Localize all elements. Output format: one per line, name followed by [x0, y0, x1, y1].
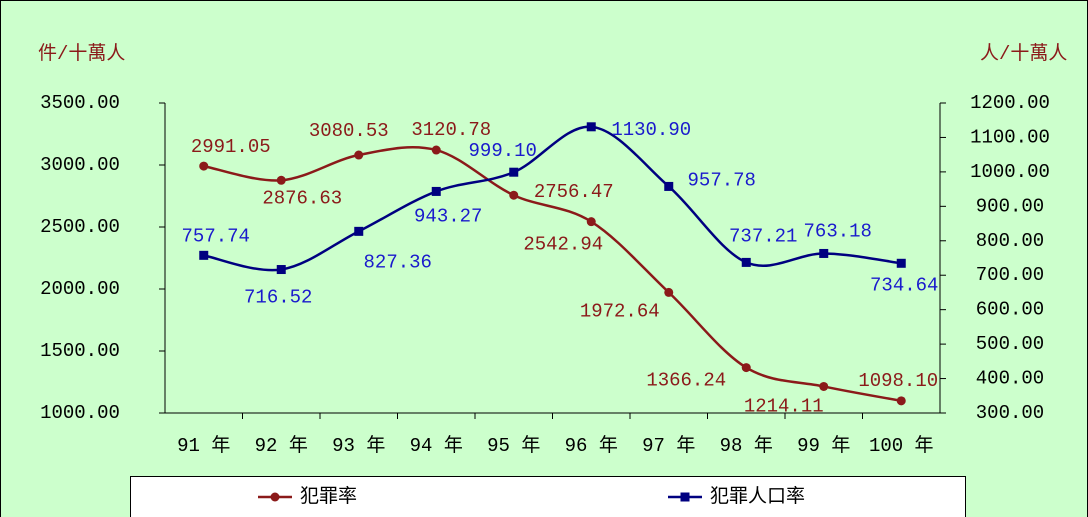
y-tick-label: 1000.00	[40, 402, 120, 424]
marker	[509, 190, 519, 200]
data-label: 734.64	[870, 274, 938, 296]
legend-box	[130, 476, 966, 517]
data-label: 3120.78	[411, 119, 491, 141]
data-label: 763.18	[804, 220, 872, 242]
series-line	[203, 125, 902, 272]
y2-tick-label: 900.00	[976, 195, 1044, 217]
data-label: 1098.10	[858, 370, 938, 392]
data-label: 2756.47	[534, 181, 614, 203]
x-tick-label: 97 年	[642, 434, 695, 457]
x-tick-label: 94 年	[410, 434, 463, 457]
data-label: 2542.94	[523, 234, 603, 256]
marker	[741, 257, 751, 267]
x-tick-label: 99 年	[797, 434, 850, 457]
y-tick-label: 3000.00	[40, 154, 120, 176]
y-tick-label: 3500.00	[40, 92, 120, 114]
data-label: 943.27	[414, 205, 482, 227]
data-label: 1130.90	[611, 119, 691, 141]
legend-marker	[680, 492, 690, 502]
data-label: 2876.63	[262, 187, 342, 209]
y2-tick-label: 500.00	[976, 333, 1044, 355]
marker	[276, 175, 286, 185]
data-label: 3080.53	[309, 120, 389, 142]
marker	[586, 122, 596, 132]
data-label: 1366.24	[646, 370, 726, 392]
y2-tick-label: 1100.00	[970, 126, 1050, 148]
data-label: 757.74	[182, 225, 250, 247]
y2-tick-label: 1200.00	[970, 92, 1050, 114]
data-label: 999.10	[469, 140, 537, 162]
x-tick-label: 95 年	[487, 434, 540, 457]
y2-tick-label: 800.00	[976, 230, 1044, 252]
y-tick-label: 1500.00	[40, 340, 120, 362]
y-tick-label: 2000.00	[40, 278, 120, 300]
marker	[199, 161, 209, 171]
data-label: 716.52	[244, 287, 312, 309]
data-label: 827.36	[364, 251, 432, 273]
y2-tick-label: 400.00	[976, 368, 1044, 390]
marker	[664, 287, 674, 297]
y2-tick-label: 1000.00	[970, 161, 1050, 183]
data-label: 1214.11	[744, 395, 824, 417]
x-tick-label: 100 年	[869, 434, 934, 457]
marker	[199, 250, 209, 260]
x-tick-label: 91 年	[177, 434, 230, 457]
x-tick-label: 93 年	[332, 434, 385, 457]
y2-axis-label: 人/十萬人	[980, 42, 1067, 65]
data-label: 737.21	[729, 225, 797, 247]
data-label: 1972.64	[580, 300, 660, 322]
y2-tick-label: 700.00	[976, 264, 1044, 286]
marker	[741, 363, 751, 373]
marker	[586, 217, 596, 227]
y2-tick-label: 600.00	[976, 299, 1044, 321]
data-label: 2991.05	[191, 136, 271, 158]
marker	[819, 248, 829, 258]
marker	[354, 226, 364, 236]
y2-tick-label: 300.00	[976, 402, 1044, 424]
marker	[431, 186, 441, 196]
series-line	[203, 145, 902, 403]
y-tick-label: 2500.00	[40, 216, 120, 238]
marker	[354, 150, 364, 160]
data-label: 957.78	[688, 169, 756, 191]
marker	[276, 265, 286, 275]
y-axis-label: 件/十萬人	[38, 42, 125, 65]
legend-marker	[270, 492, 280, 502]
x-tick-label: 98 年	[720, 434, 773, 457]
marker	[819, 381, 829, 391]
marker	[664, 181, 674, 191]
legend-label: 犯罪人口率	[710, 485, 805, 508]
marker	[896, 258, 906, 268]
marker	[509, 167, 519, 177]
x-tick-label: 92 年	[255, 434, 308, 457]
legend-label: 犯罪率	[300, 485, 357, 508]
marker	[431, 145, 441, 155]
marker	[896, 396, 906, 406]
x-tick-label: 96 年	[565, 434, 618, 457]
